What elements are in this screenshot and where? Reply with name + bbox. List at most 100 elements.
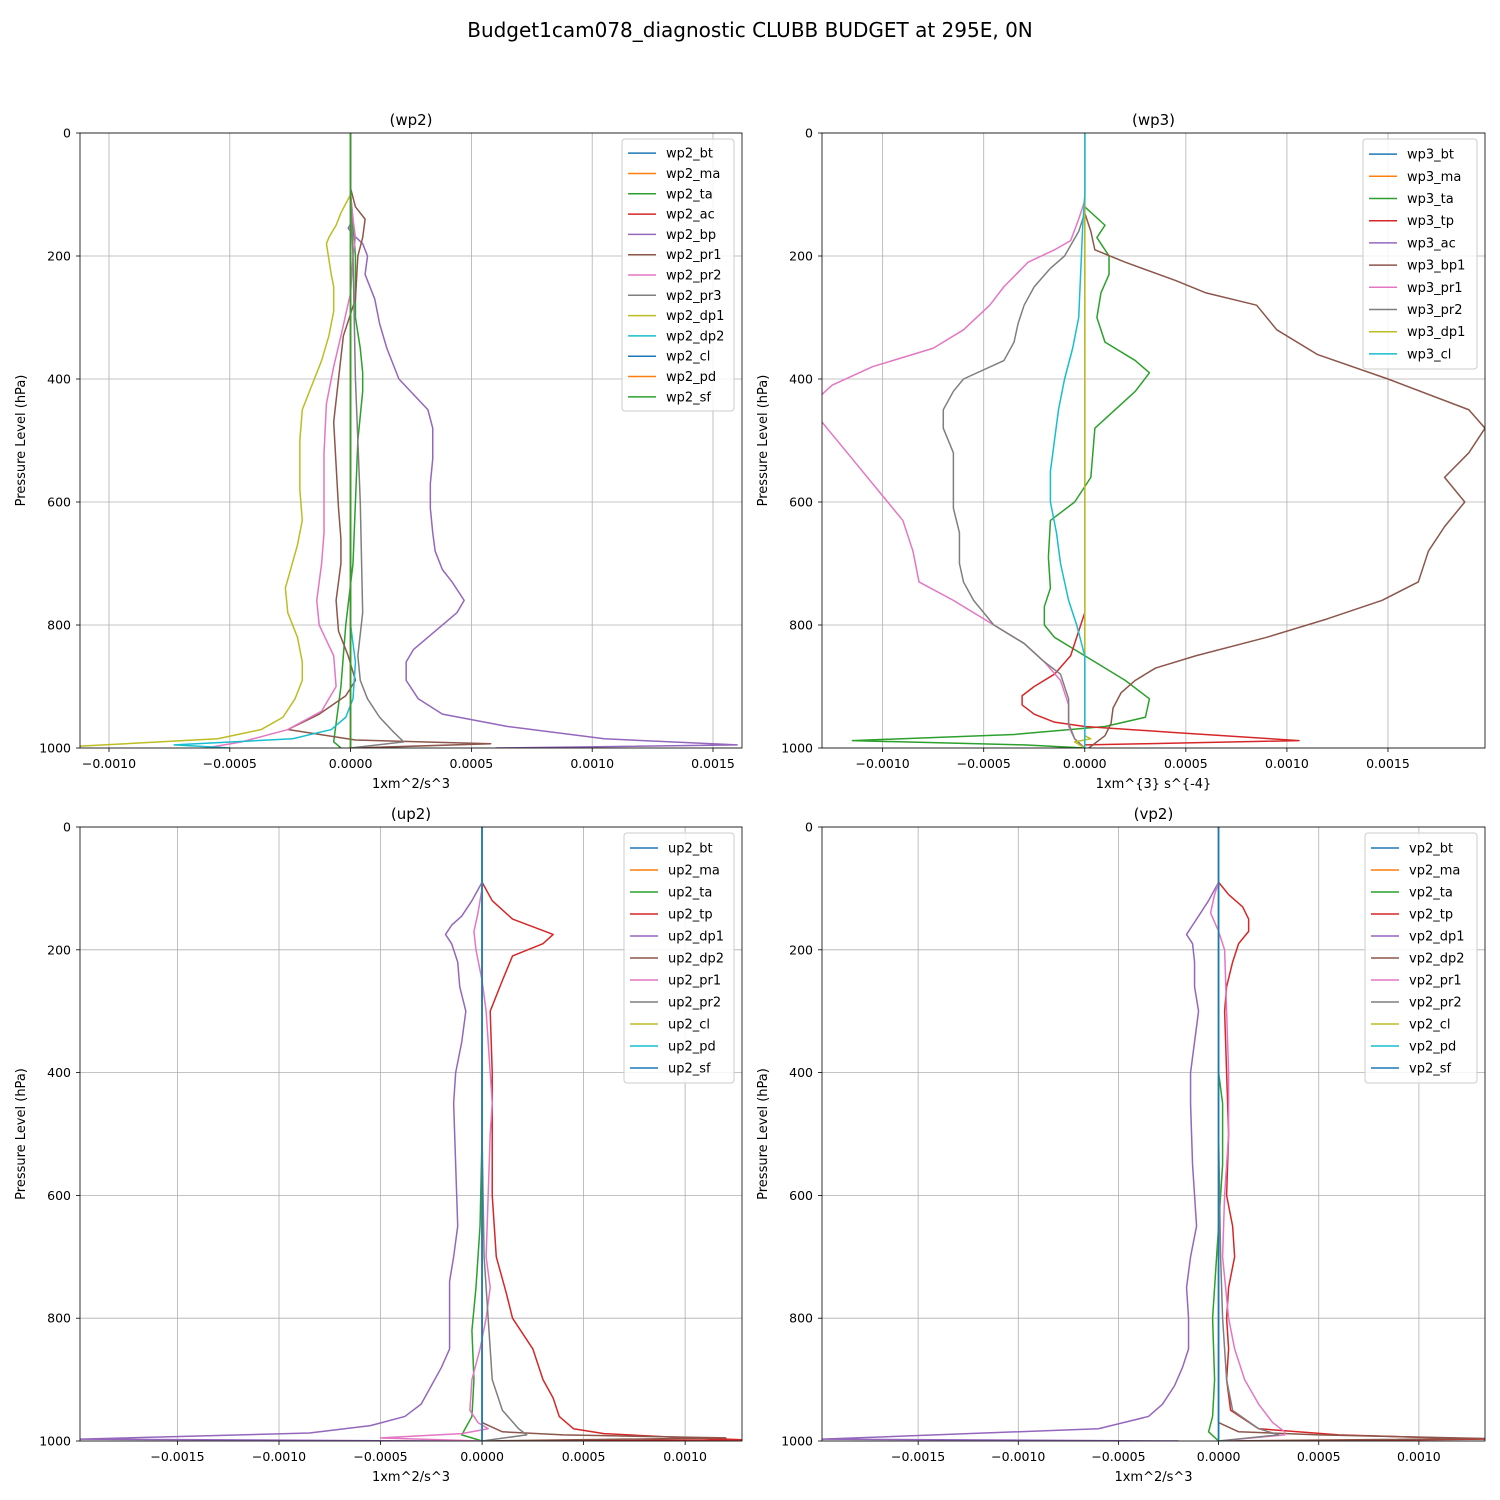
x-tick-label: 0.0010: [570, 756, 614, 771]
y-tick-label: 400: [789, 1065, 813, 1080]
legend-entry: wp3_bt: [1407, 148, 1454, 163]
legend-entry: vp2_dp1: [1409, 930, 1465, 945]
legend-entry: wp3_bp1: [1407, 259, 1465, 274]
series-line-wp3_pr1: [822, 133, 1086, 748]
legend-entry: vp2_pr2: [1409, 996, 1462, 1011]
legend-entry: vp2_sf: [1409, 1062, 1451, 1077]
x-tick-label: 0.0015: [1366, 756, 1410, 771]
y-axis-label: Pressure Level (hPa): [14, 1068, 29, 1200]
y-tick-label: 800: [47, 1311, 71, 1326]
y-tick-label: 1000: [39, 1434, 71, 1449]
legend-entry: up2_pd: [668, 1040, 716, 1055]
x-tick-label: 0.0015: [691, 756, 735, 771]
legend: wp2_bt wp2_ma wp2_ta wp2_ac wp2_bp wp2_pr1 wp2…: [621, 138, 735, 412]
y-tick-label: 800: [47, 618, 71, 633]
legend-entry: vp2_pd: [1409, 1040, 1456, 1055]
x-tick-label: 0.0000: [460, 1449, 504, 1464]
x-tick-label: −0.0005: [1091, 1449, 1145, 1464]
legend-entry: wp2_ta: [666, 187, 713, 202]
legend-entry: up2_pr1: [668, 974, 721, 989]
x-tick-label: 0.0010: [1265, 756, 1309, 771]
series-line-wp3_ta: [851, 133, 1151, 748]
series-line-vp2_tp: [1217, 827, 1485, 1441]
y-tick-label: 0: [63, 820, 71, 835]
legend-entry: wp3_cl: [1407, 347, 1451, 362]
legend-entry: wp2_pd: [666, 370, 716, 385]
series-line-up2_dp1: [80, 827, 483, 1441]
series-group: [80, 133, 738, 748]
y-tick-label: 600: [789, 495, 813, 510]
legend-entry: wp2_dp2: [666, 329, 724, 344]
panel-title: (up2): [391, 805, 431, 823]
panel-3: −0.0015 −0.0010 −0.0005 0.0000 0.0005 0.0010 0…: [756, 805, 1486, 1485]
legend-entry: wp3_dp1: [1407, 325, 1465, 340]
legend-entry: vp2_pr1: [1409, 974, 1462, 989]
series-line-up2_ta: [461, 827, 483, 1441]
legend-box: [1364, 832, 1478, 1084]
series-group: [80, 827, 742, 1441]
plot-frame: [821, 826, 1486, 1442]
series-line-wp3_tp: [1021, 133, 1300, 746]
y-tick-label: 1000: [39, 741, 71, 756]
legend-entry: wp3_ma: [1407, 170, 1461, 185]
x-tick-label: 0.0005: [1297, 1449, 1341, 1464]
y-tick-label: 200: [789, 942, 813, 957]
series-group: [822, 133, 1485, 748]
x-tick-label: −0.0010: [252, 1449, 306, 1464]
legend-box: [1362, 138, 1478, 370]
x-tick-label: −0.0005: [203, 756, 257, 771]
legend-entry: wp2_dp1: [666, 309, 724, 324]
y-tick-label: 200: [47, 942, 71, 957]
x-tick-label: −0.0010: [856, 756, 910, 771]
y-tick-label: 200: [47, 249, 71, 264]
x-tick-label: 0.0005: [1164, 756, 1208, 771]
plot-frame: [79, 132, 743, 749]
series-line-vp2_ta: [1207, 827, 1224, 1441]
series-line-up2_pr2: [481, 827, 528, 1441]
x-tick-label: 0.0005: [562, 1449, 606, 1464]
legend: up2_bt up2_ma up2_ta up2_tp up2_dp1 up2_dp2up…: [623, 832, 735, 1084]
y-tick-label: 400: [47, 372, 71, 387]
legend-entry: wp3_pr2: [1407, 303, 1463, 318]
y-tick-label: 400: [789, 372, 813, 387]
x-tick-label: −0.0005: [353, 1449, 407, 1464]
y-tick-label: 0: [63, 126, 71, 141]
x-tick-label: −0.0010: [991, 1449, 1045, 1464]
series-line-wp3_bp1: [1084, 133, 1485, 748]
legend-entry: up2_tp: [668, 908, 713, 923]
x-tick-label: −0.0005: [957, 756, 1011, 771]
y-tick-label: 800: [789, 1311, 813, 1326]
y-tick-label: 800: [789, 618, 813, 633]
panel-1: −0.0010 −0.0005 0.0000 0.0005 0.0010 0.0015 0 2…: [756, 111, 1486, 792]
legend: wp3_bt wp3_ma wp3_ta wp3_tp wp3_ac wp3_bp1 wp3…: [1362, 138, 1478, 370]
y-axis-label: Pressure Level (hPa): [756, 1068, 771, 1200]
series-line-vp2_dp1: [822, 827, 1220, 1441]
panel-title: (wp2): [389, 111, 432, 129]
series-line-wp2_dp1: [80, 133, 352, 747]
x-tick-label: −0.0010: [82, 756, 136, 771]
series-line-wp2_pr2: [205, 133, 357, 748]
panel-title: (vp2): [1134, 805, 1174, 823]
x-axis-label: 1xm^2/s^3: [372, 1470, 450, 1485]
legend-entry: wp2_pr3: [666, 289, 722, 304]
legend-entry: wp2_bt: [666, 147, 713, 162]
legend-entry: up2_ta: [668, 886, 712, 901]
legend-entry: wp2_ac: [666, 208, 715, 223]
panel-title: (wp3): [1132, 111, 1175, 129]
legend-entry: wp3_pr1: [1407, 281, 1463, 296]
y-tick-label: 0: [805, 820, 813, 835]
legend-entry: wp2_sf: [666, 390, 711, 405]
series-line-wp2_pr3: [349, 133, 405, 748]
series-line-wp2_dp2: [173, 133, 357, 748]
plot-frame: [79, 826, 743, 1442]
x-tick-label: 0.0010: [1397, 1449, 1441, 1464]
y-tick-label: 400: [47, 1065, 71, 1080]
legend-entry: wp2_pr2: [666, 269, 722, 284]
y-tick-label: 600: [789, 1188, 813, 1203]
y-tick-label: 600: [47, 1188, 71, 1203]
x-axis-label: 1xm^2/s^3: [372, 777, 450, 792]
series-line-wp2_pr1: [287, 133, 492, 748]
x-tick-label: 0.0000: [1197, 1449, 1241, 1464]
series-line-up2_tp: [481, 827, 742, 1441]
